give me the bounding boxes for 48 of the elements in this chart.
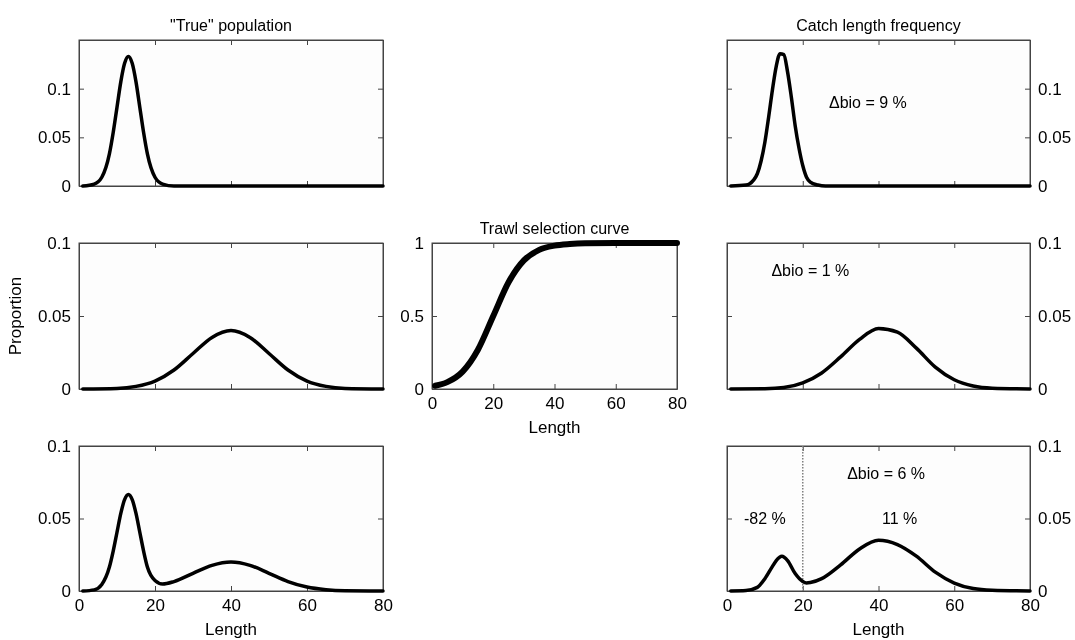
y-tick-label: 0.05: [37, 509, 71, 529]
y-tick-label: 0.5: [400, 306, 424, 326]
y2-tick-label: 0.05: [1038, 306, 1072, 326]
y2-tick-label: 0.05: [1038, 128, 1072, 148]
annotation: Δbio = 9 %: [828, 93, 907, 111]
chart-title: Trawl selection curve: [479, 220, 630, 237]
y2-tick-label: 0: [1038, 581, 1048, 601]
x-tick-label: 60: [298, 596, 317, 616]
y-tick-label: 0: [61, 379, 71, 399]
x-tick-label: 80: [668, 394, 687, 414]
y-tick-label: 0.1: [47, 79, 71, 99]
x-axis-title: Length: [205, 620, 257, 639]
y-tick-label: 0: [414, 379, 424, 399]
x-tick-label: 40: [869, 596, 889, 616]
y-tick-label: 1: [414, 233, 424, 253]
annotation: 11 %: [882, 509, 918, 527]
x-axis-title: Length: [528, 418, 581, 437]
y-tick-label: 0.05: [37, 306, 71, 326]
x-axis-title: Length: [852, 620, 905, 639]
y2-tick-label: 0: [1038, 379, 1048, 399]
x-tick-label: 80: [1021, 596, 1040, 616]
y2-tick-label: 0.1: [1038, 79, 1062, 99]
annotation: -82 %: [743, 509, 786, 527]
y2-tick-label: 0.1: [1038, 436, 1062, 456]
y2-tick-label: 0: [1038, 176, 1048, 196]
chart-title: "True" population: [170, 17, 292, 34]
x-tick-label: 40: [222, 596, 241, 616]
annotation: Δbio = 6 %: [847, 464, 925, 482]
y-tick-label: 0.05: [37, 128, 71, 148]
x-tick-label: 20: [484, 394, 504, 414]
x-tick-label: 0: [74, 596, 85, 616]
chart-title: Catch length frequency: [796, 17, 961, 34]
x-tick-label: 80: [374, 596, 393, 616]
y2-tick-label: 0.05: [1038, 509, 1072, 529]
x-tick-label: 0: [722, 596, 733, 616]
x-tick-label: 60: [945, 596, 965, 616]
x-tick-label: 40: [545, 394, 565, 414]
y-tick-label: 0.1: [47, 436, 71, 456]
x-tick-label: 0: [427, 394, 438, 414]
annotation: Δbio = 1 %: [771, 261, 850, 279]
x-tick-label: 20: [146, 596, 165, 616]
y-tick-label: 0: [61, 581, 71, 601]
y2-tick-label: 0.1: [1038, 233, 1062, 253]
x-tick-label: 60: [606, 394, 626, 414]
y-tick-label: 0: [61, 176, 71, 196]
y-tick-label: 0.1: [47, 233, 71, 253]
x-tick-label: 20: [793, 596, 813, 616]
y-axis-title: Proportion: [6, 276, 25, 356]
